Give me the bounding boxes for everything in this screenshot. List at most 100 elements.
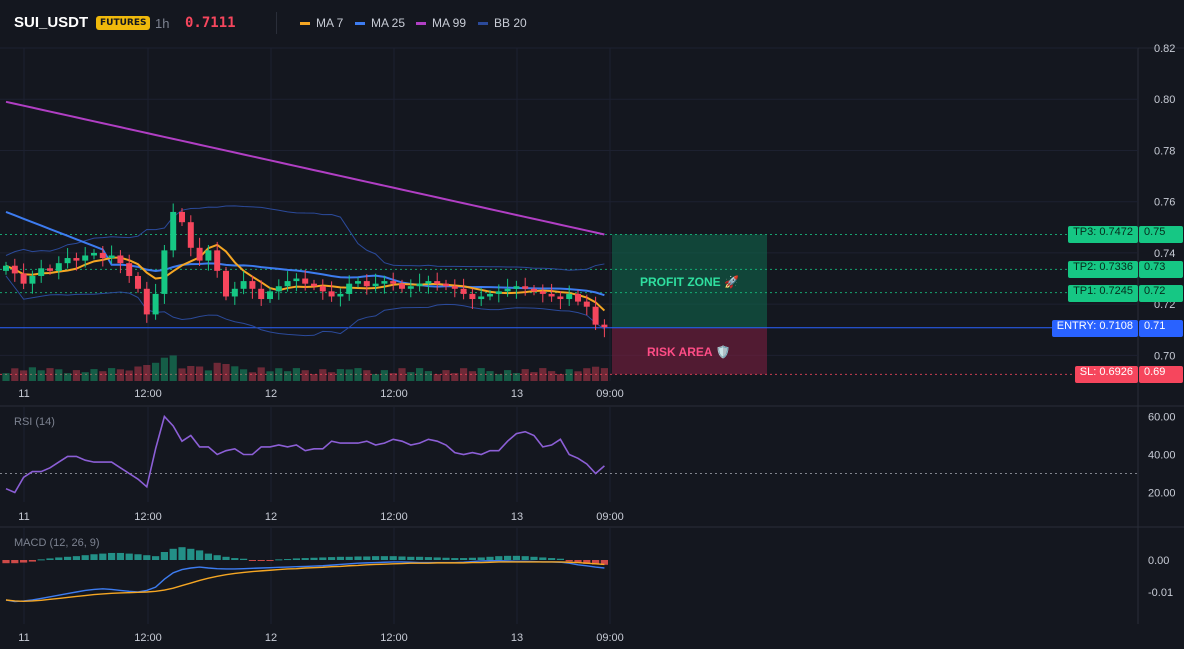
candle-body	[55, 263, 62, 271]
time-tick-label: 12:00	[380, 388, 408, 400]
macd-histogram-bar	[407, 556, 415, 560]
macd-histogram-bar	[442, 557, 450, 560]
volume-bar	[143, 365, 151, 381]
volume-bar	[504, 370, 512, 381]
volume-bar	[134, 366, 142, 381]
macd-histogram-bar	[284, 559, 292, 561]
volume-bar	[380, 370, 388, 381]
volume-bar	[310, 374, 318, 381]
volume-bar	[72, 370, 80, 381]
legend-ma99[interactable]: MA 99	[416, 16, 466, 30]
macd-histogram-bar	[310, 557, 318, 560]
legend-label-ma7: MA 7	[316, 16, 344, 30]
time-tick-label: 12:00	[380, 511, 408, 523]
volume-bar	[275, 368, 283, 381]
candle-body	[355, 281, 361, 284]
macd-histogram-bar	[169, 548, 177, 560]
candle-body	[196, 247, 203, 261]
candle-body	[47, 268, 53, 271]
macd-histogram-bar	[222, 556, 230, 560]
candle-body	[495, 291, 502, 294]
candle-body	[328, 291, 335, 297]
candle-body	[531, 288, 537, 292]
volume-bar	[548, 371, 556, 381]
time-tick-label: 12:00	[134, 511, 162, 523]
volume-bar	[169, 355, 177, 381]
macd-histogram-bar	[20, 560, 28, 563]
candle-body	[64, 258, 71, 264]
legend-swatch-ma25	[355, 21, 365, 25]
legend-swatch-ma7	[300, 21, 310, 25]
macd-histogram-bar	[451, 558, 459, 560]
macd-signal-line	[5, 561, 605, 602]
volume-bar	[37, 370, 45, 381]
candle-body	[346, 283, 353, 294]
volume-bar	[512, 373, 520, 381]
macd-histogram-bar	[363, 556, 371, 560]
volume-bar	[178, 368, 186, 381]
time-tick-label: 09:00	[596, 632, 624, 644]
futures-badge: FUTURES	[96, 16, 151, 30]
price-tick-label: 0.82	[1154, 43, 1175, 55]
candle-body	[337, 293, 344, 297]
macd-histogram-bar	[178, 547, 186, 560]
price-tick-label: 0.70	[1154, 350, 1175, 362]
macd-histogram-bar	[64, 556, 72, 560]
macd-histogram-bar	[583, 560, 591, 564]
macd-histogram-bar	[2, 560, 10, 564]
candle-body	[319, 286, 326, 292]
volume-bar	[468, 371, 476, 381]
legend-ma7[interactable]: MA 7	[300, 16, 343, 30]
candle-body	[469, 293, 476, 300]
volume-bar	[556, 374, 564, 381]
macd-histogram-bar	[240, 558, 248, 560]
macd-histogram-bar	[521, 556, 529, 560]
macd-histogram-bar	[108, 552, 116, 560]
volume-bar	[248, 372, 256, 381]
macd-histogram-bar	[257, 560, 265, 561]
interval-label[interactable]: 1h	[155, 16, 170, 31]
candle-body	[275, 286, 282, 292]
rsi-tick-label: 40.00	[1148, 450, 1176, 462]
volume-bar	[416, 368, 424, 381]
macd-histogram-bar	[160, 552, 168, 560]
volume-bar	[20, 370, 28, 381]
macd-histogram-bar	[477, 557, 485, 560]
candle-body	[311, 283, 317, 287]
candle-body	[425, 281, 432, 284]
volume-bar	[90, 369, 98, 381]
macd-histogram-bar	[512, 555, 520, 560]
legend-ma25[interactable]: MA 25	[355, 16, 405, 30]
price-tick-label: 0.78	[1154, 145, 1175, 157]
volume-bar	[600, 368, 608, 381]
time-tick-label: 12:00	[380, 632, 408, 644]
candle-body	[478, 296, 485, 300]
macd-histogram-bar	[28, 560, 36, 562]
candle-body	[267, 291, 273, 300]
candle-body	[372, 283, 379, 287]
time-tick-label: 12	[265, 511, 277, 523]
candle-body	[179, 211, 185, 223]
candle-body	[557, 296, 564, 300]
legend-label-ma99: MA 99	[432, 16, 467, 30]
candle-body	[231, 288, 238, 297]
volume-bar	[336, 369, 344, 381]
volume-bar	[407, 372, 415, 381]
candle-body	[575, 293, 581, 302]
macd-histogram-bar	[548, 558, 556, 560]
volume-bar	[433, 374, 441, 381]
tp1-tag: TP1: 0.7245	[1068, 284, 1138, 302]
symbol-label[interactable]: SUI_USDT	[14, 14, 89, 31]
legend-bb20[interactable]: BB 20	[478, 16, 527, 30]
candle-body	[82, 255, 89, 261]
candle-body	[249, 281, 256, 289]
candle-body	[29, 275, 36, 284]
macd-histogram-bar	[90, 554, 98, 560]
candle-body	[38, 268, 45, 276]
volume-bar	[81, 372, 89, 381]
volume-bar	[592, 366, 600, 381]
candle-body	[214, 250, 221, 271]
candle-body	[170, 211, 177, 251]
volume-bar	[11, 368, 19, 381]
